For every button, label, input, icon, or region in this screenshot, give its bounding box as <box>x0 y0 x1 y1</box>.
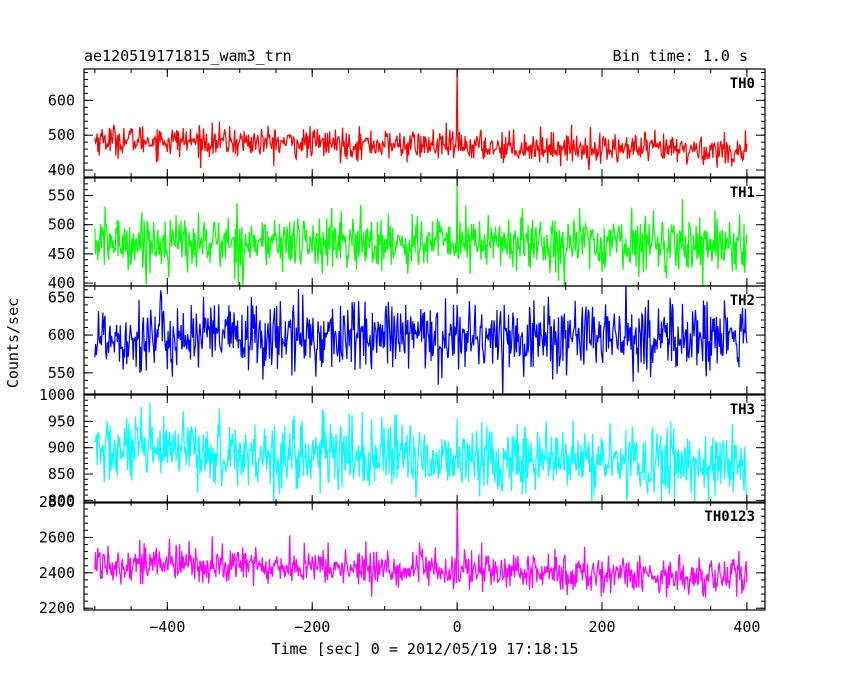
y-tick-label: 650 <box>48 288 75 306</box>
panel-th0: 400 500 600 TH0 <box>48 68 766 179</box>
y-tick-label: 400 <box>48 274 75 292</box>
x-tick-label: −200 <box>294 618 330 636</box>
y-axis-label: Counts/sec <box>4 298 22 388</box>
y-tick-label: 550 <box>48 364 75 382</box>
series-line-th2 <box>94 286 748 394</box>
panel-frame <box>83 285 766 395</box>
x-tick-label: 200 <box>588 618 615 636</box>
panel-label-th0123: TH0123 <box>704 509 755 525</box>
panel-th0123: 2200 2400 2600 2800 TH0123 −400 −200 0 200 400 <box>39 493 766 636</box>
y-tick-label: 1000 <box>39 386 75 404</box>
y-tick-label: 600 <box>48 326 75 344</box>
panel-frame <box>83 501 766 611</box>
x-tick-label: 0 <box>453 618 462 636</box>
y-tick-label: 950 <box>48 412 75 430</box>
y-tick-label: 2200 <box>39 599 75 617</box>
series-line-th1 <box>94 179 748 286</box>
y-tick-label: 800 <box>48 491 75 509</box>
panel-label-th1: TH1 <box>730 185 755 201</box>
y-tick-label: 400 <box>48 161 75 179</box>
panel-th2: 550 600 650 TH2 <box>48 285 766 395</box>
panels-group: 400 500 600 TH0 400 450 500 550 TH1 550 600 650 TH2 8… <box>39 68 766 636</box>
panel-frame <box>83 394 766 504</box>
series-line-th0 <box>94 69 748 171</box>
panel-th1: 400 450 500 550 TH1 <box>48 177 766 292</box>
series-line-th3 <box>94 402 748 503</box>
panel-label-th0: TH0 <box>730 76 755 92</box>
y-tick-label: 600 <box>48 91 75 109</box>
y-tick-label: 900 <box>48 439 75 457</box>
y-tick-label: 2800 <box>39 493 75 511</box>
panel-label-th2: TH2 <box>730 293 755 309</box>
y-tick-label: 500 <box>48 216 75 234</box>
y-tick-label: 450 <box>48 245 75 263</box>
panel-label-th3: TH3 <box>730 402 755 418</box>
y-tick-label: 550 <box>48 187 75 205</box>
panel-frame <box>83 68 766 178</box>
x-tick-label: −400 <box>149 618 185 636</box>
y-tick-label: 2600 <box>39 528 75 546</box>
y-tick-label: 500 <box>48 126 75 144</box>
y-tick-label: 2400 <box>39 564 75 582</box>
y-tick-label: 850 <box>48 465 75 483</box>
x-tick-label: 400 <box>733 618 760 636</box>
panel-th3: 800 850 900 950 1000 TH3 <box>39 386 766 509</box>
bin-time-label: Bin time: 1.0 s <box>613 47 748 65</box>
series-line-th0123 <box>94 502 748 598</box>
figure-title: ae120519171815_wam3_trn <box>84 47 292 65</box>
x-axis-label: Time [sec] 0 = 2012/05/19 17:18:15 <box>271 640 578 658</box>
